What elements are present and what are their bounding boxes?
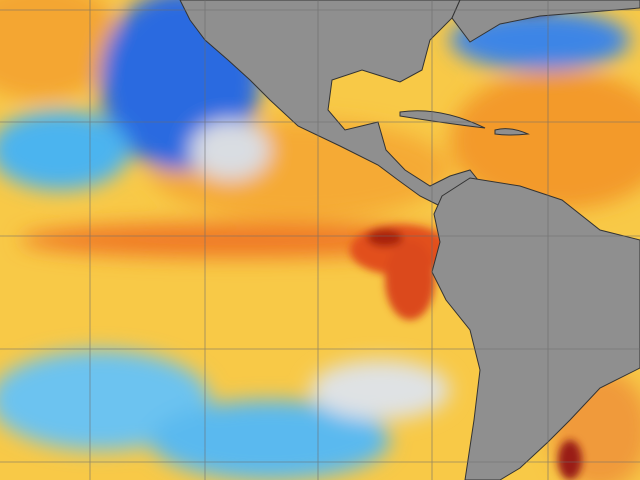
land	[179, 0, 640, 480]
north-america	[179, 0, 479, 207]
hot-patch	[385, 240, 435, 320]
cool-patch	[0, 350, 210, 450]
equatorial-band	[20, 222, 460, 258]
hot-core	[558, 440, 582, 480]
warm-patch	[450, 70, 640, 210]
cuba	[399, 110, 486, 129]
hispaniola	[494, 128, 530, 136]
neutral-patch	[190, 120, 270, 180]
hot-core	[367, 229, 403, 247]
neutral-patch	[310, 360, 450, 420]
cool-patch	[0, 110, 130, 190]
north-america-east	[451, 0, 640, 43]
south-america	[431, 177, 640, 480]
cool-patch	[150, 400, 390, 480]
